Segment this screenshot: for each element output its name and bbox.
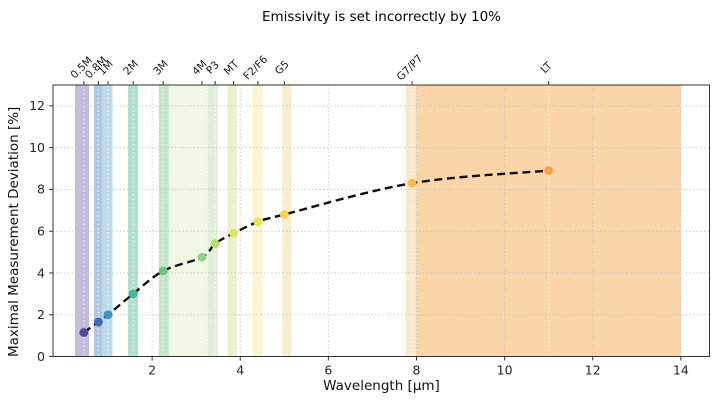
- x-tick-label: 2: [148, 363, 156, 378]
- sensor-label-G5: G5: [273, 58, 292, 77]
- x-tick-label: 12: [585, 363, 601, 378]
- y-tick-label: 4: [37, 265, 45, 280]
- data-point-LT: [544, 166, 554, 176]
- x-tick-label: 10: [497, 363, 513, 378]
- y-tick-label: 8: [37, 182, 45, 197]
- data-point-MT: [229, 228, 239, 238]
- sensor-label-P3: P3: [204, 59, 222, 77]
- x-tick-label: 8: [413, 363, 421, 378]
- band-MT: [227, 85, 237, 357]
- y-tick-label: 0: [37, 349, 45, 364]
- data-point-3M: [158, 266, 168, 276]
- x-tick-label: 6: [324, 363, 332, 378]
- y-tick-label: 10: [29, 140, 45, 155]
- band-3M: [158, 85, 169, 357]
- sensor-label-2M: 2M: [121, 58, 141, 78]
- data-point-1M: [103, 310, 113, 320]
- band-4M: [168, 85, 208, 357]
- sensor-label-G7/P7: G7/P7: [395, 53, 426, 84]
- y-tick-label: 12: [29, 98, 45, 113]
- data-point-0.8M: [93, 317, 103, 327]
- data-point-F2/F6: [253, 217, 263, 227]
- sensor-label-LT: LT: [538, 59, 555, 76]
- data-point-2M: [128, 289, 138, 299]
- y-tick-label: 2: [37, 307, 45, 322]
- band-P3: [207, 85, 218, 357]
- band-G5: [282, 85, 292, 357]
- band-0.5M: [75, 85, 90, 357]
- sensor-label-MT: MT: [222, 58, 242, 78]
- x-tick-label: 14: [673, 363, 689, 378]
- data-point-0.5M: [79, 328, 89, 337]
- plot-border: [52, 84, 710, 357]
- data-point-P3: [210, 239, 220, 249]
- x-tick-label: 4: [236, 363, 244, 378]
- data-point-G5: [279, 210, 289, 219]
- x-axis-label: Wavelength [µm]: [323, 378, 440, 394]
- y-tick-label: 6: [37, 223, 45, 238]
- data-point-G7/P7: [407, 178, 417, 188]
- sensor-label-3M: 3M: [151, 58, 171, 78]
- sensor-label-F2/F6: F2/F6: [241, 53, 270, 82]
- data-point-4M: [197, 252, 207, 262]
- chart-title: Emissivity is set incorrectly by 10%: [261, 9, 502, 25]
- band-G7/P7: [405, 85, 417, 357]
